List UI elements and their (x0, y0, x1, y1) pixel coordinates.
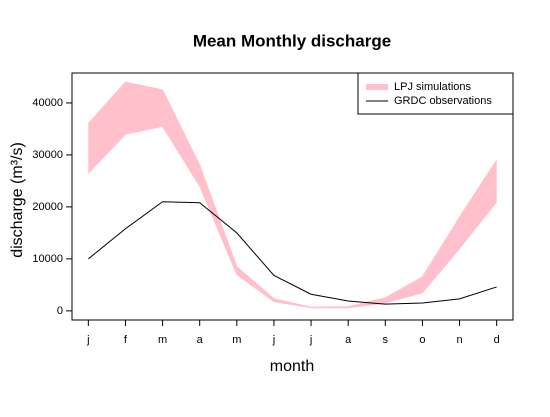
x-tick-label: a (345, 334, 352, 346)
y-tick-label: 20000 (32, 201, 63, 213)
y-tick-label: 40000 (32, 97, 63, 109)
x-tick-label: m (158, 334, 167, 346)
legend-label: LPJ simulations (394, 81, 472, 93)
plot-frame (71, 72, 514, 321)
chart-title: Mean Monthly discharge (193, 31, 391, 50)
x-tick-label: n (456, 334, 462, 346)
x-tick-label: s (383, 334, 389, 346)
x-tick-label: a (197, 334, 204, 346)
band-fill (88, 82, 497, 308)
x-tick-label: d (494, 334, 500, 346)
band-edge (87, 125, 498, 309)
x-tick-label: j (86, 334, 89, 346)
legend-label: GRDC observations (394, 95, 492, 107)
x-tick-label: j (309, 334, 312, 346)
legend-box (357, 72, 514, 115)
x-axis-label: month (270, 358, 314, 375)
x-tick-label: f (124, 334, 128, 346)
x-tick-label: j (272, 334, 275, 346)
x-tick-label: m (232, 334, 241, 346)
line (88, 201, 497, 305)
y-tick-label: 0 (57, 305, 63, 317)
y-axis-label: discharge (m³/s) (9, 142, 26, 258)
y-tick-label: 30000 (32, 149, 63, 161)
y-tick-label: 10000 (32, 253, 63, 265)
x-tick-label: o (419, 334, 425, 346)
band-edge (87, 81, 498, 308)
